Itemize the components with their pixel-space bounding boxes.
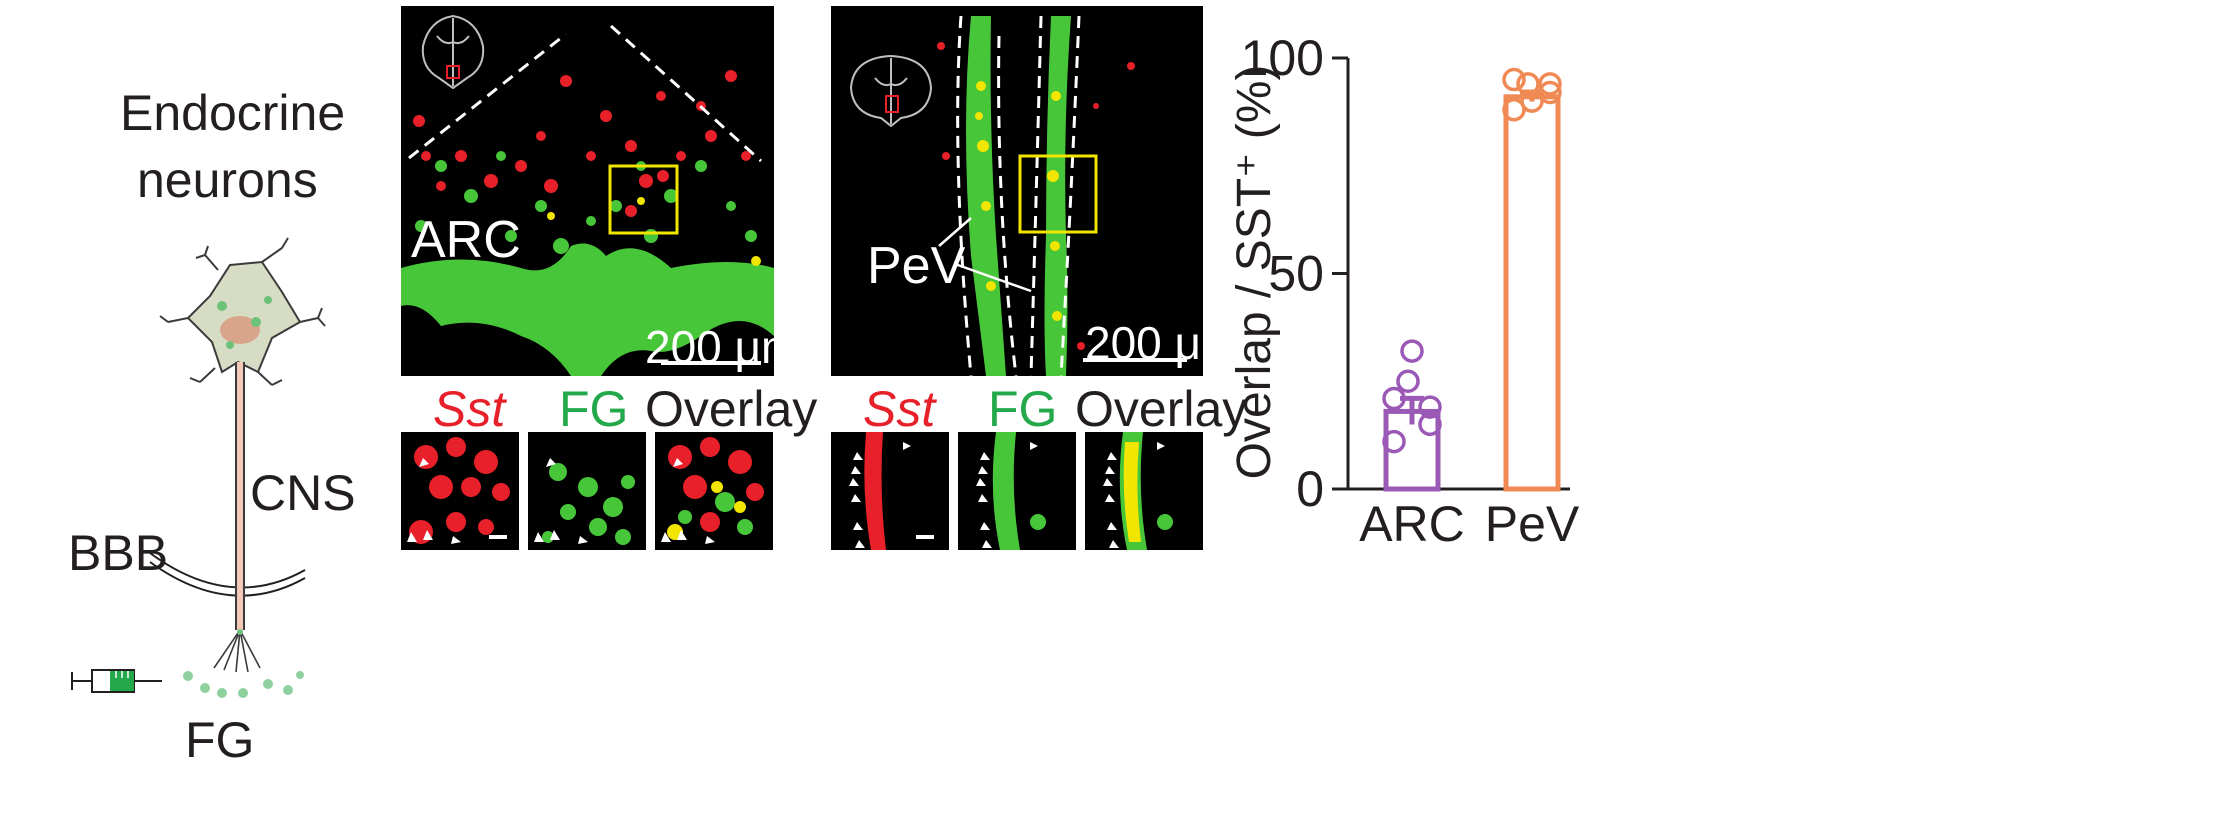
cns-label: CNS bbox=[250, 465, 356, 521]
pev-overlay-zoom bbox=[1085, 432, 1203, 550]
y-tick-label: 100 bbox=[1241, 30, 1324, 86]
arc-overlay-label: Overlay bbox=[645, 381, 818, 437]
arc-scalebar-label: 200 μm bbox=[645, 321, 774, 373]
arc-sst-zoom bbox=[401, 432, 519, 550]
overlap-chart: 0 50 100 Overlap / SST⁺ (%) ARC PeV bbox=[1230, 0, 2237, 813]
schematic-title-line1: Endocrine bbox=[120, 85, 346, 141]
pev-scalebar-label: 200 μm bbox=[1085, 317, 1203, 369]
neuron-schematic: Endocrine neurons CNS BBB FG bbox=[0, 0, 380, 813]
arc-sst-label: Sst bbox=[433, 381, 506, 437]
neuron-drawing bbox=[71, 237, 326, 698]
pev-overlay-label: Overlay bbox=[1075, 381, 1248, 437]
data-point-arc bbox=[1382, 386, 1406, 411]
data-point-arc bbox=[1418, 395, 1442, 419]
data-point-arc bbox=[1418, 412, 1442, 437]
data-point-arc bbox=[1400, 339, 1424, 363]
pev-fg-label: FG bbox=[988, 381, 1058, 437]
pev-sst-zoom bbox=[831, 432, 949, 550]
x-tick-label-arc: ARC bbox=[1359, 496, 1465, 552]
pev-fg-zoom bbox=[958, 432, 1076, 550]
data-point-pev bbox=[1538, 72, 1562, 96]
arc-image bbox=[401, 14, 774, 376]
y-tick-label: 50 bbox=[1268, 246, 1324, 302]
x-tick-label-pev: PeV bbox=[1485, 496, 1580, 552]
y-axis-label: Overlap / SST⁺ (%) bbox=[1230, 65, 1281, 480]
pev-image bbox=[849, 15, 1187, 376]
data-point-arc bbox=[1396, 369, 1420, 393]
arc-micrograph: ARC 200 μm bbox=[401, 6, 774, 376]
fg-label: FG bbox=[185, 712, 255, 768]
arc-fg-label: FG bbox=[559, 381, 629, 437]
schematic-title-line2: neurons bbox=[137, 152, 318, 208]
data-point-pev bbox=[1502, 67, 1526, 92]
data-point-arc bbox=[1382, 429, 1406, 454]
arc-overlay-zoom bbox=[655, 432, 773, 550]
y-tick-label: 0 bbox=[1296, 461, 1324, 517]
data-point-pev bbox=[1502, 97, 1526, 122]
pev-region-label: PeV bbox=[867, 237, 966, 295]
pev-sst-label: Sst bbox=[863, 381, 936, 437]
pev-micrograph: PeV 200 μm bbox=[831, 6, 1203, 376]
data-point-pev bbox=[1538, 80, 1562, 105]
arc-region-label: ARC bbox=[411, 211, 521, 269]
arc-fg-zoom bbox=[528, 432, 646, 550]
data-point-pev bbox=[1516, 72, 1540, 96]
bar-pev bbox=[1503, 94, 1561, 492]
